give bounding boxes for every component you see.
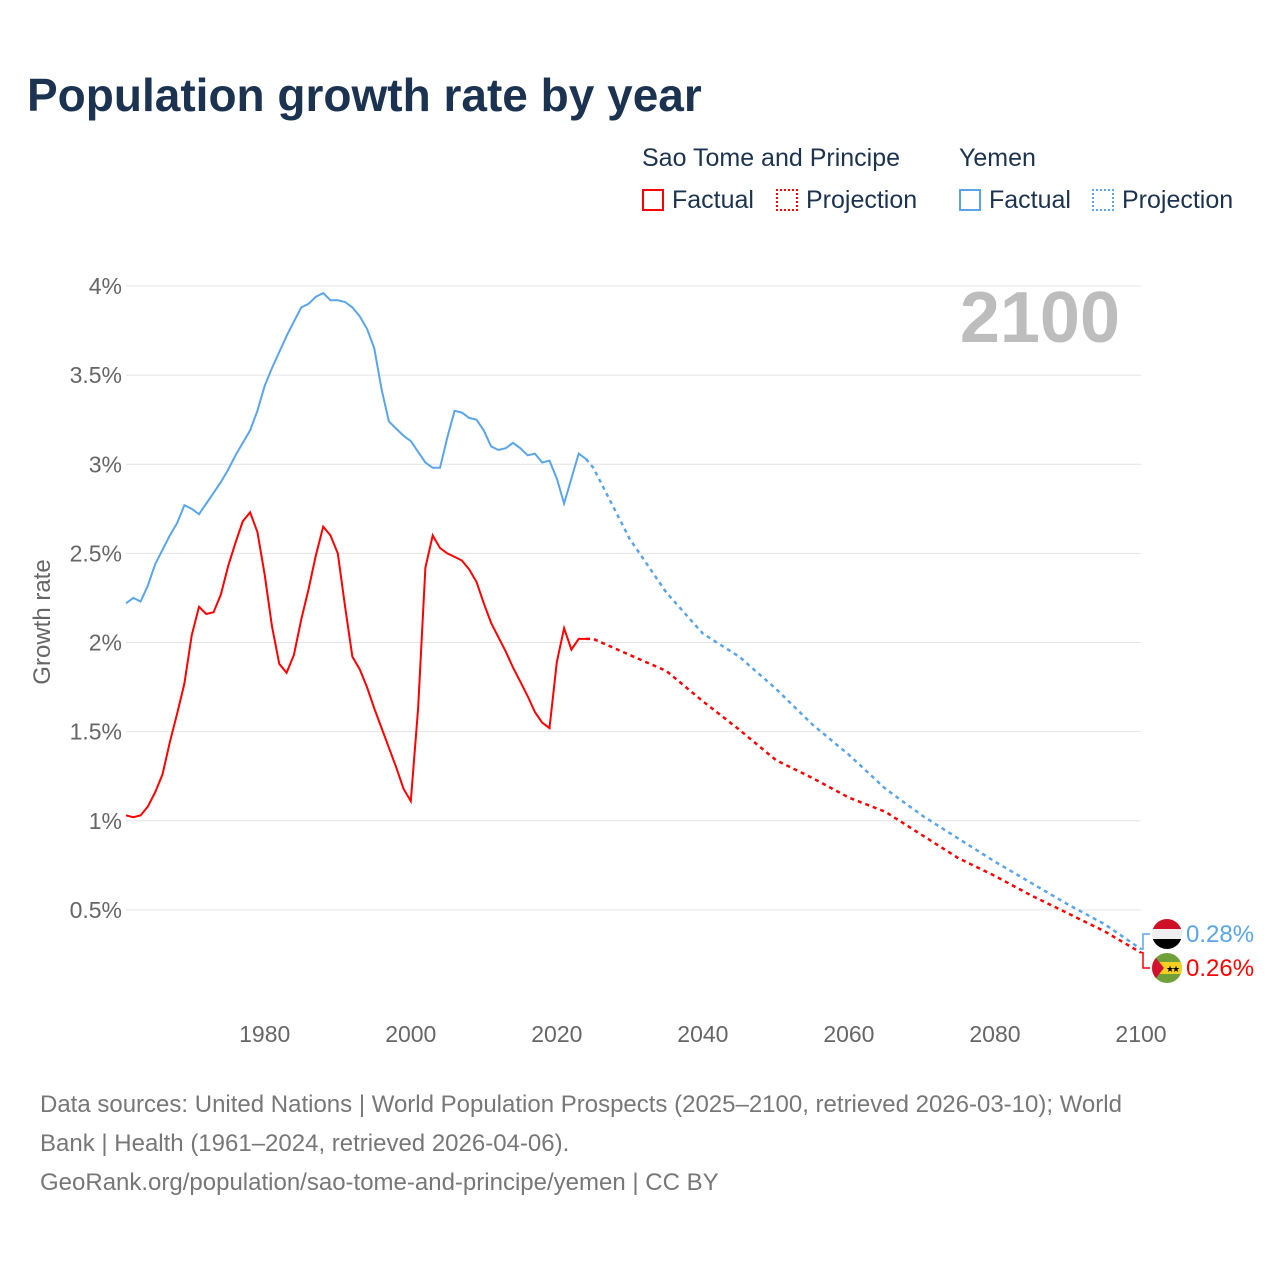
x-tick-label: 1980: [239, 1021, 290, 1047]
flag-star: ★: [1166, 964, 1174, 974]
series-line-projection: [586, 637, 1142, 954]
legend-stp-projection[interactable]: Projection: [776, 186, 917, 215]
x-tick-label: 2020: [531, 1021, 582, 1047]
y-axis-label: Growth rate: [29, 559, 56, 684]
y-tick-label: 2%: [89, 630, 122, 656]
flag-stripe: [1152, 939, 1182, 949]
footer-sources-2: Bank | Health (1961–2024, retrieved 2026…: [40, 1130, 570, 1157]
legend-group-yemen-label: Yemen: [959, 144, 1036, 172]
x-tick-label: 2080: [969, 1021, 1020, 1047]
legend-swatch-solid-icon: [959, 189, 981, 211]
y-tick-label: 4%: [89, 273, 122, 299]
end-label-sao-tome: 0.26%: [1186, 955, 1254, 982]
end-label-yemen: 0.28%: [1186, 921, 1254, 948]
flag-star: ★: [1172, 964, 1180, 974]
legend-label: Projection: [806, 186, 918, 214]
x-tick-label: 2040: [677, 1021, 728, 1047]
y-tick-label: 0.5%: [70, 897, 122, 923]
year-watermark: 2100: [960, 278, 1120, 358]
legend-label: Factual: [989, 186, 1071, 214]
y-tick-label: 3.5%: [70, 362, 122, 388]
legend-swatch-solid-icon: [642, 189, 664, 211]
flag-stripe: [1152, 919, 1182, 929]
flag-triangle: [1152, 953, 1164, 983]
series-line-projection: [585, 458, 1142, 951]
x-tick-label: 2000: [385, 1021, 436, 1047]
x-tick-label: 2060: [823, 1021, 874, 1047]
x-tick-label: 2100: [1115, 1021, 1166, 1047]
legend-group-stp-label: Sao Tome and Principe: [642, 144, 901, 172]
legend-yemen-projection[interactable]: Projection: [1092, 186, 1233, 215]
legend-stp-factual[interactable]: Factual: [642, 186, 754, 215]
legend-swatch-dotted-icon: [1092, 189, 1114, 211]
footer-link[interactable]: GeoRank.org/population/sao-tome-and-prin…: [40, 1169, 719, 1196]
legend-label: Factual: [672, 186, 754, 214]
legend-yemen-factual[interactable]: Factual: [959, 186, 1071, 215]
y-tick-label: 3%: [89, 451, 122, 477]
sao-tome-flag-icon: ★★: [1152, 953, 1182, 983]
y-tick-label: 1.5%: [70, 719, 122, 745]
connector-line: [1141, 951, 1150, 969]
y-tick-label: 1%: [89, 808, 122, 834]
legend-swatch-dotted-icon: [776, 189, 798, 211]
chart-title: Population growth rate by year: [27, 69, 702, 121]
y-tick-label: 2.5%: [70, 540, 122, 566]
flag-stripe: [1152, 929, 1182, 939]
footer-sources-1: Data sources: United Nations | World Pop…: [40, 1091, 1122, 1118]
series-line-factual: [125, 291, 587, 605]
yemen-flag-icon: [1152, 919, 1182, 949]
series-line-factual: [125, 510, 586, 819]
connector-line: [1141, 933, 1150, 950]
legend-label: Projection: [1122, 186, 1234, 214]
